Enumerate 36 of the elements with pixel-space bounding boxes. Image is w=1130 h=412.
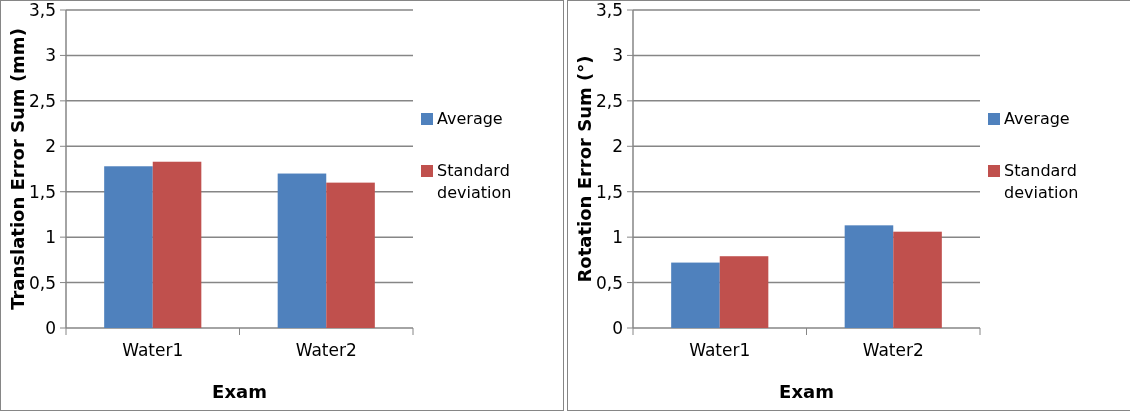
bar xyxy=(152,161,202,328)
y-tick-label: 0 xyxy=(45,317,56,338)
y-tick-label: 1 xyxy=(612,227,623,248)
y-tick-label: 0,5 xyxy=(595,272,623,293)
y-tick-label: 3 xyxy=(45,45,56,66)
x-tick-label: Water1 xyxy=(689,340,751,360)
y-tick-label: 1 xyxy=(45,227,56,248)
y-tick-label: 2 xyxy=(612,136,623,157)
x-tick-label: Water1 xyxy=(122,340,184,360)
bar xyxy=(719,256,769,328)
y-tick-label: 1,5 xyxy=(28,181,56,202)
x-tick-label: Water2 xyxy=(862,340,924,360)
bar xyxy=(326,182,375,328)
bar xyxy=(277,173,327,328)
y-tick-label: 2 xyxy=(45,136,56,157)
bar xyxy=(671,262,720,328)
y-axis-title: Translation Error Sum (mm) xyxy=(7,28,28,310)
y-tick-label: 3 xyxy=(612,45,623,66)
legend-label: Standard deviation xyxy=(437,161,512,202)
bar xyxy=(104,166,153,328)
y-axis-title: Rotation Error Sum (°) xyxy=(574,55,595,283)
x-axis-title: Exam xyxy=(212,381,267,402)
y-tick-label: 3,5 xyxy=(595,0,623,20)
y-tick-label: 3,5 xyxy=(28,0,56,20)
y-tick-label: 0 xyxy=(612,317,623,338)
y-tick-label: 1,5 xyxy=(595,181,623,202)
y-tick-label: 0,5 xyxy=(28,272,56,293)
legend-label: Average xyxy=(1004,109,1070,128)
legend-label: Average xyxy=(437,109,503,128)
bar xyxy=(893,231,942,328)
legend-label: Standard deviation xyxy=(1004,161,1079,202)
bar xyxy=(844,225,894,328)
x-axis-title: Exam xyxy=(779,381,834,402)
y-tick-label: 2,5 xyxy=(595,90,623,111)
x-tick-label: Water2 xyxy=(295,340,357,360)
y-tick-label: 2,5 xyxy=(28,90,56,111)
